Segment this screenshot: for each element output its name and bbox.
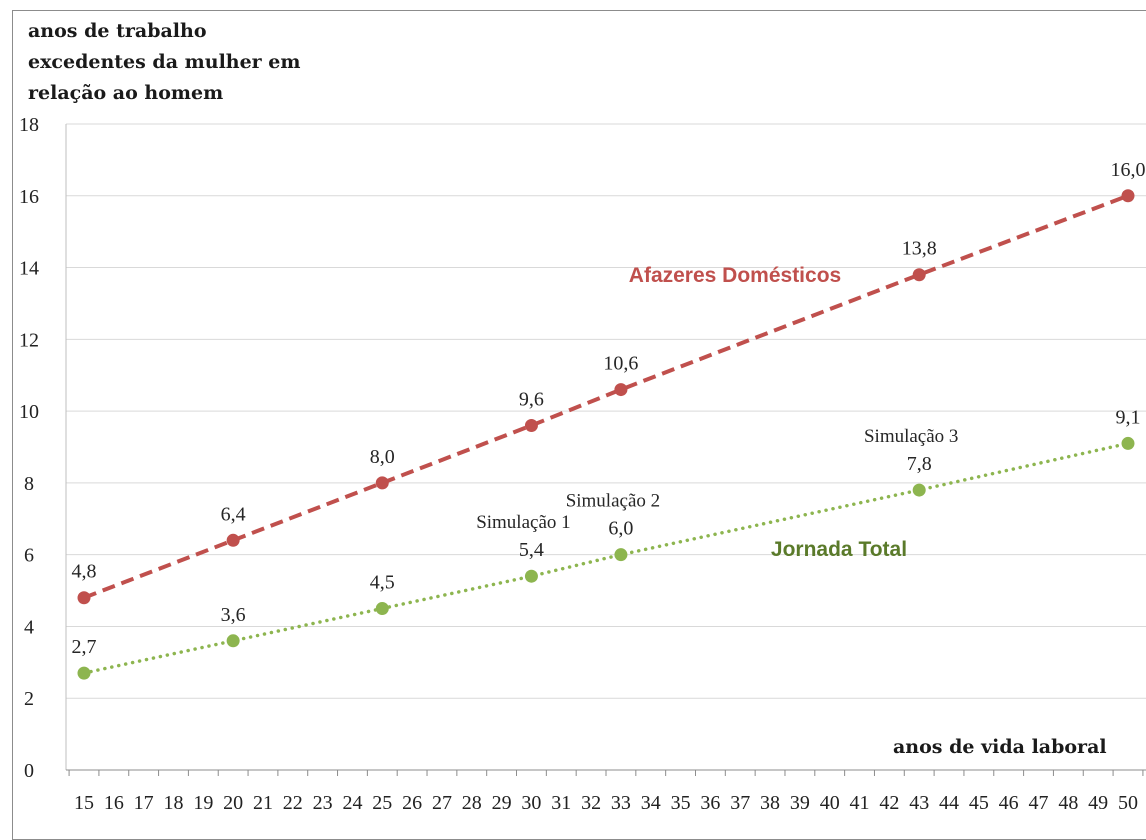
y-tick-label: 16 [19,186,39,208]
jornada-point [1121,436,1135,450]
afazeres-data-label: 6,4 [221,503,246,525]
series-label-jornada: Jornada Total [771,538,907,561]
jornada-point [226,634,240,648]
afazeres-data-label: 16,0 [1111,159,1146,181]
simulacao-2-label: Simulação 2 [566,491,660,512]
y-tick-label: 12 [19,329,39,351]
afazeres-point [524,418,538,432]
jornada-data-label: 2,7 [72,636,97,658]
y-tick-label: 6 [24,545,34,567]
simulacao-3-label: Simulação 3 [864,426,958,447]
x-tick-label: 31 [551,792,571,814]
x-tick-label: 19 [193,792,213,814]
jornada-line [82,441,1130,675]
x-tick-label: 16 [104,792,124,814]
x-tick-label: 46 [999,792,1019,814]
x-tick-label: 43 [909,792,929,814]
afazeres-point [912,268,926,282]
x-tick-label: 47 [1029,792,1049,814]
jornada-point [912,483,926,497]
afazeres-data-label: 13,8 [902,238,937,260]
x-tick-label: 25 [372,792,392,814]
x-tick-label: 39 [790,792,810,814]
jornada-data-label: 4,5 [370,572,395,594]
afazeres-point [1121,189,1135,203]
x-tick-label: 40 [820,792,840,814]
y-tick-label: 4 [24,616,34,638]
x-tick-label: 26 [402,792,422,814]
afazeres-data-label: 10,6 [603,353,638,375]
afazeres-point [614,383,628,397]
jornada-data-label: 5,4 [519,539,544,561]
x-tick-label: 15 [74,792,94,814]
afazeres-point [375,476,389,490]
jornada-data-label: 3,6 [221,604,246,626]
afazeres-line [83,193,1129,600]
x-tick-label: 18 [163,792,183,814]
y-tick-label: 8 [24,473,34,495]
x-tick-label: 20 [223,792,243,814]
x-tick-label: 41 [850,792,870,814]
y-tick-label: 18 [19,114,39,136]
y-axis-label-line-3: relação ao homem [28,82,224,104]
y-tick-label: 2 [24,688,34,710]
y-axis-label-line-2: excedentes da mulher em [28,51,301,73]
x-tick-label: 42 [879,792,899,814]
x-tick-label: 23 [313,792,333,814]
afazeres-data-label: 4,8 [72,561,97,583]
y-axis-label-line-1: anos de trabalho [28,20,207,42]
y-tick-label: 10 [19,401,39,423]
x-tick-label: 22 [283,792,303,814]
jornada-point [77,666,91,680]
jornada-data-label: 6,0 [608,518,633,540]
afazeres-point [77,591,91,605]
x-tick-label: 50 [1118,792,1138,814]
jornada-data-label: 7,8 [907,453,932,475]
jornada-point [375,602,389,615]
x-tick-label: 37 [730,792,750,814]
x-tick-label: 17 [134,792,154,814]
x-tick-label: 33 [611,792,631,814]
x-tick-label: 35 [671,792,691,814]
afazeres-point [226,533,240,547]
x-tick-label: 38 [760,792,780,814]
series-label-afazeres: Afazeres Domésticos [629,264,841,287]
x-tick-label: 32 [581,792,601,814]
x-tick-label: 48 [1058,792,1078,814]
x-tick-label: 27 [432,792,452,814]
x-tick-label: 34 [641,792,661,814]
y-tick-label: 0 [24,760,34,782]
x-tick-label: 29 [492,792,512,814]
jornada-point [614,548,628,562]
x-tick-label: 44 [939,792,959,814]
x-axis-label: anos de vida laboral [893,736,1107,758]
simulacao-1-label: Simulação 1 [476,512,570,533]
x-tick-label: 28 [462,792,482,814]
x-tick-label: 49 [1088,792,1108,814]
x-tick-label: 36 [700,792,720,814]
afazeres-data-label: 9,6 [519,388,544,410]
afazeres-data-label: 8,0 [370,446,395,468]
x-tick-label: 21 [253,792,273,814]
x-tick-label: 45 [969,792,989,814]
jornada-point [524,569,538,583]
y-tick-label: 14 [19,258,39,280]
x-tick-label: 24 [342,792,362,814]
jornada-data-label: 9,1 [1116,406,1141,428]
x-tick-label: 30 [521,792,541,814]
